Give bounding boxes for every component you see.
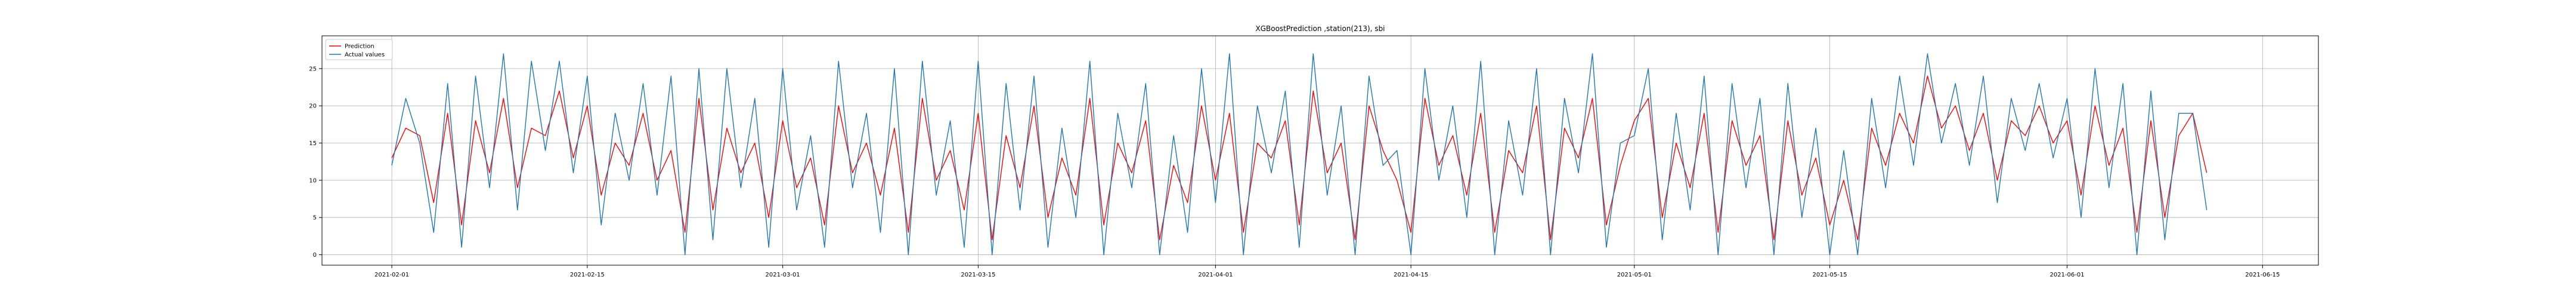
axes-background bbox=[322, 36, 2318, 265]
grid-lines bbox=[322, 36, 2318, 265]
x-tick-label: 2021-03-01 bbox=[766, 272, 800, 278]
series-line-actual-values bbox=[391, 53, 2207, 256]
series-line-prediction bbox=[391, 75, 2207, 241]
axes-frame bbox=[321, 35, 2319, 266]
y-tick-label: 10 bbox=[309, 177, 317, 184]
y-tick-label: 20 bbox=[309, 103, 317, 110]
plot-area: 2021-02-01 2021-02-15 2021-03-01 2021-03-15… bbox=[309, 35, 2319, 278]
y-tick-label: 25 bbox=[309, 66, 317, 72]
x-axis: 2021-02-01 2021-02-15 2021-03-01 2021-03-15… bbox=[374, 265, 2280, 278]
legend-label: Actual values bbox=[345, 52, 385, 59]
x-tick-label: 2021-04-01 bbox=[1198, 272, 1233, 278]
x-tick-label: 2021-06-01 bbox=[2050, 272, 2085, 278]
legend-label: Prediction bbox=[345, 44, 374, 50]
x-tick-label: 2021-04-15 bbox=[1394, 272, 1428, 278]
x-tick-label: 2021-03-15 bbox=[961, 272, 995, 278]
legend-box bbox=[325, 39, 393, 60]
series-layer bbox=[391, 53, 2207, 256]
y-tick-label: 5 bbox=[313, 215, 317, 222]
legend: Prediction Actual values bbox=[325, 39, 393, 60]
y-axis: 0 5 10 15 20 25 bbox=[309, 66, 322, 259]
y-tick-label: 15 bbox=[309, 140, 317, 147]
x-tick-label: 2021-05-15 bbox=[1812, 272, 1847, 278]
chart-title: XGBoostPrediction ,station(213), sbi bbox=[1255, 24, 1385, 33]
y-tick-label: 0 bbox=[313, 252, 317, 259]
x-tick-label: 2021-02-01 bbox=[374, 272, 409, 278]
x-tick-label: 2021-06-15 bbox=[2245, 272, 2280, 278]
x-tick-label: 2021-02-15 bbox=[570, 272, 605, 278]
x-tick-label: 2021-05-01 bbox=[1617, 272, 1652, 278]
